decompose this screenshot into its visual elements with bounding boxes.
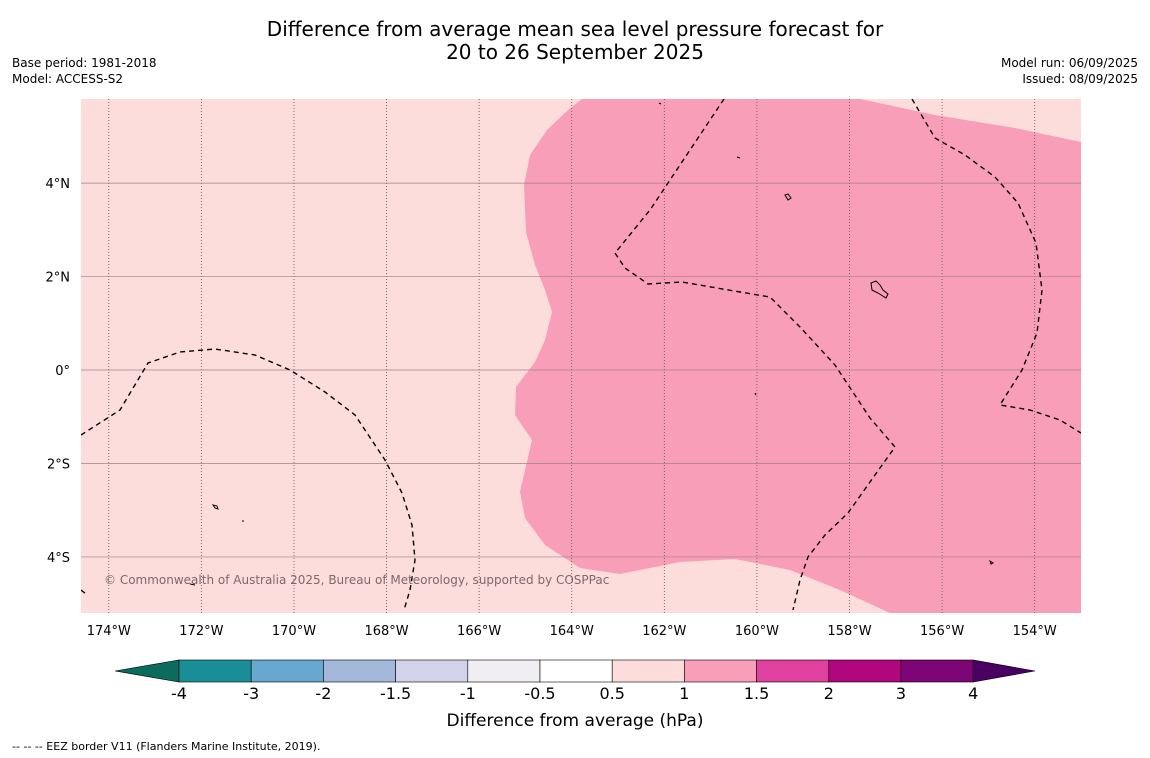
- colorbar-cell: [900, 659, 974, 683]
- colorbar-tick-labels: -4 -3 -2 -1.5 -1 -0.5 0.5 1 1.5 2 3 4: [171, 684, 978, 703]
- latitude-tick-labels: 4°N 2°N 0° 2°S 4°S: [46, 177, 71, 566]
- colorbar-tick-label: 0.5: [599, 684, 624, 703]
- colorbar-tick-label: 3: [896, 684, 906, 703]
- longitude-tick-labels: 174°W 172°W 170°W 168°W 166°W 164°W 162°W 160°W…: [87, 624, 1057, 639]
- graticule: [81, 99, 1081, 613]
- colorbar-cell: [178, 659, 252, 683]
- latitude-tick-label: 4°N: [46, 177, 71, 192]
- colorbar-cell: [684, 659, 757, 683]
- longitude-tick-label: 170°W: [272, 624, 316, 639]
- colorbar-cell: [828, 659, 902, 683]
- pressure-anomaly-region: [515, 99, 1081, 613]
- colorbar-cell: [250, 659, 324, 683]
- colorbar-under-arrow: [114, 659, 180, 683]
- longitude-tick-label: 168°W: [364, 624, 408, 639]
- colorbar-tick-label: 1: [679, 684, 689, 703]
- copyright-notice: © Commonwealth of Australia 2025, Bureau…: [104, 573, 609, 587]
- colorbar-tick-label: 1.5: [744, 684, 769, 703]
- islands: [189, 102, 994, 586]
- island: [211, 504, 219, 510]
- colorbar-cell: [467, 659, 541, 683]
- colorbar-tick-label: 4: [968, 684, 978, 703]
- island: [870, 280, 889, 299]
- longitude-tick-label: 160°W: [735, 624, 779, 639]
- longitude-tick-label: 158°W: [827, 624, 871, 639]
- colorbar-tick-label: -0.5: [524, 684, 555, 703]
- metadata-right: Model run: 06/09/2025 Issued: 08/09/2025: [1001, 55, 1138, 87]
- eez-border-legend-note: -- -- -- EEZ border V11 (Flanders Marine…: [12, 740, 321, 753]
- colorbar-tick-label: -1.5: [380, 684, 411, 703]
- island: [736, 156, 741, 159]
- longitude-tick-label: 166°W: [457, 624, 501, 639]
- colorbar-cell: [756, 659, 830, 683]
- longitude-tick-label: 162°W: [642, 624, 686, 639]
- colorbar-cell: [611, 659, 685, 683]
- base-period-text: Base period: 1981-2018: [12, 56, 157, 70]
- colorbar-tick-label: -1: [460, 684, 476, 703]
- map-title: Difference from average mean sea level p…: [0, 18, 1150, 64]
- colorbar-tick-label: -4: [171, 684, 187, 703]
- island: [189, 583, 196, 586]
- colorbar-cells: [114, 659, 1036, 683]
- title-line-1: Difference from average mean sea level p…: [266, 17, 884, 41]
- colorbar-cell: [539, 659, 613, 683]
- longitude-tick-label: 174°W: [87, 624, 131, 639]
- colorbar-tick-label: 2: [824, 684, 834, 703]
- eez-border-east: [911, 99, 1081, 434]
- latitude-tick-label: 0°: [55, 364, 70, 379]
- island: [658, 102, 662, 105]
- eez-border-southwest-fragment: [81, 589, 87, 595]
- longitude-tick-label: 154°W: [1013, 624, 1057, 639]
- issued-text: Issued: 08/09/2025: [1022, 72, 1138, 86]
- eez-border-central: [614, 99, 896, 611]
- colorbar-cell: [323, 659, 396, 683]
- longitude-tick-label: 172°W: [179, 624, 223, 639]
- latitude-tick-label: 4°S: [47, 551, 70, 566]
- island: [754, 392, 757, 396]
- model-run-text: Model run: 06/09/2025: [1000, 56, 1138, 70]
- eez-border-west: [81, 348, 416, 611]
- colorbar-over-arrow: [972, 659, 1036, 683]
- longitude-tick-label: 156°W: [920, 624, 964, 639]
- island: [989, 559, 994, 565]
- colorbar-tick-label: -2: [315, 684, 331, 703]
- eez-borders: [81, 99, 1081, 611]
- latitude-tick-label: 2°S: [47, 457, 70, 472]
- map-area: [81, 99, 1081, 613]
- longitude-tick-label: 164°W: [550, 624, 594, 639]
- colorbar-title: Difference from average (hPa): [447, 711, 704, 730]
- colorbar-tick-label: -3: [243, 684, 259, 703]
- metadata-left: Base period: 1981-2018 Model: ACCESS-S2: [12, 55, 157, 87]
- map-figure: © Commonwealth of Australia 2025, Bureau…: [46, 99, 1081, 730]
- colorbar-cell: [395, 659, 469, 683]
- model-text: Model: ACCESS-S2: [12, 72, 124, 86]
- title-line-2: 20 to 26 September 2025: [446, 40, 704, 64]
- latitude-tick-label: 2°N: [46, 271, 71, 286]
- colorbar: -4 -3 -2 -1.5 -1 -0.5 0.5 1 1.5 2 3 4 Difference fr…: [114, 659, 1036, 730]
- island: [784, 193, 792, 201]
